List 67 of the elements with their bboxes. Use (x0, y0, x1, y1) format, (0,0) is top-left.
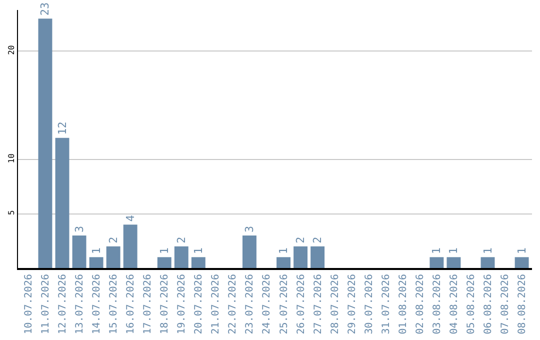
x-tick-label: 26.07.2026 (296, 274, 307, 334)
data-label: 4 (124, 214, 137, 222)
bar (294, 246, 308, 268)
bar (276, 257, 290, 268)
x-tick-label: 28.07.2026 (330, 274, 341, 334)
bar (38, 18, 52, 268)
data-label: 2 (311, 236, 324, 244)
x-tick-label: 04.08.2026 (448, 274, 460, 334)
x-tick-label: 01.08.2026 (398, 274, 409, 334)
data-label: 23 (38, 2, 52, 16)
x-tick-label: 13.07.2026 (74, 274, 86, 334)
x-tick-label: 16.07.2026 (126, 274, 137, 334)
data-label: 3 (242, 226, 256, 232)
x-tick-label: 05.08.2026 (466, 274, 477, 334)
bar (446, 257, 461, 268)
data-label: 1 (158, 248, 171, 254)
bar (310, 246, 325, 268)
x-tick-label: 21.07.2026 (210, 274, 222, 334)
x-tick-label: 02.08.2026 (414, 274, 426, 334)
x-tick-label: 07.08.2026 (500, 274, 512, 334)
data-label: 1 (192, 248, 205, 254)
bar (514, 257, 529, 268)
x-tick-label: 14.07.2026 (92, 274, 103, 334)
x-tick-label: 24.07.2026 (262, 274, 273, 334)
data-label: 3 (72, 226, 86, 232)
y-tick-label: 20 (6, 44, 16, 55)
data-label: 2 (174, 236, 188, 244)
bar (55, 138, 70, 268)
bar (72, 235, 86, 268)
bar (242, 235, 256, 268)
bar (123, 224, 138, 268)
x-tick-label: 06.08.2026 (483, 274, 494, 334)
x-tick-label: 19.07.2026 (176, 274, 188, 334)
bar (106, 246, 120, 268)
x-tick-label: 18.07.2026 (160, 274, 171, 334)
x-tick-label: 03.08.2026 (432, 274, 443, 334)
data-label: 12 (56, 122, 69, 135)
y-tick-label: 5 (6, 210, 16, 216)
x-tick-label: 20.07.2026 (194, 274, 205, 334)
x-tick-label: 22.07.2026 (228, 274, 239, 334)
bar (430, 257, 444, 268)
x-tick-label: 25.07.2026 (278, 274, 290, 334)
data-label: 1 (277, 248, 290, 254)
x-tick-label: 29.07.2026 (346, 274, 358, 334)
bar (89, 257, 104, 268)
x-tick-label: 11.07.2026 (40, 274, 52, 334)
data-label: 1 (90, 248, 103, 254)
bar (191, 257, 206, 268)
data-label: 2 (106, 236, 120, 244)
x-tick-label: 10.07.2026 (23, 274, 34, 334)
x-tick-label: 15.07.2026 (108, 274, 120, 334)
x-tick-label: 17.07.2026 (142, 274, 154, 334)
x-tick-label: 27.07.2026 (312, 274, 324, 334)
bar (157, 257, 172, 268)
x-tick-label: 30.07.2026 (364, 274, 375, 334)
bar (174, 246, 188, 268)
data-label: 1 (481, 248, 494, 254)
x-tick-label: 12.07.2026 (58, 274, 68, 334)
x-tick-label: 31.07.2026 (380, 274, 392, 334)
x-tick-label: 08.08.2026 (517, 274, 528, 334)
data-label: 1 (430, 248, 444, 254)
x-tick-label: 23.07.2026 (244, 274, 256, 334)
bar (480, 257, 495, 268)
y-tick-label: 10 (6, 153, 16, 164)
data-label: 1 (447, 248, 460, 254)
data-label: 1 (515, 248, 528, 254)
data-label: 2 (294, 236, 308, 244)
